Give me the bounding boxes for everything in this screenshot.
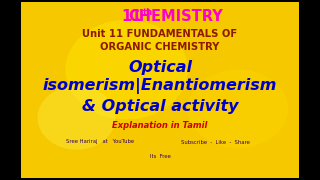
Text: 11: 11 xyxy=(122,8,142,24)
Bar xyxy=(21,2,299,178)
Text: Subscribe  -  Like  -  Share: Subscribe - Like - Share xyxy=(180,140,249,145)
Ellipse shape xyxy=(188,70,288,148)
Text: Optical: Optical xyxy=(128,60,192,75)
Text: Unit 11 FUNDAMENTALS OF: Unit 11 FUNDAMENTALS OF xyxy=(83,29,237,39)
Text: Its  Free: Its Free xyxy=(149,154,171,159)
Text: ORGANIC CHEMISTRY: ORGANIC CHEMISTRY xyxy=(100,42,220,52)
Text: isomerism|Enantiomerism: isomerism|Enantiomerism xyxy=(43,78,277,94)
Text: Explanation in Tamil: Explanation in Tamil xyxy=(112,122,208,130)
Text: th: th xyxy=(143,8,153,17)
Ellipse shape xyxy=(37,86,116,150)
Text: CHEMISTRY: CHEMISTRY xyxy=(129,8,223,24)
Ellipse shape xyxy=(65,20,188,120)
Text: Sree Hariraj   at   YouTube: Sree Hariraj at YouTube xyxy=(66,140,134,145)
Text: & Optical activity: & Optical activity xyxy=(82,98,238,114)
